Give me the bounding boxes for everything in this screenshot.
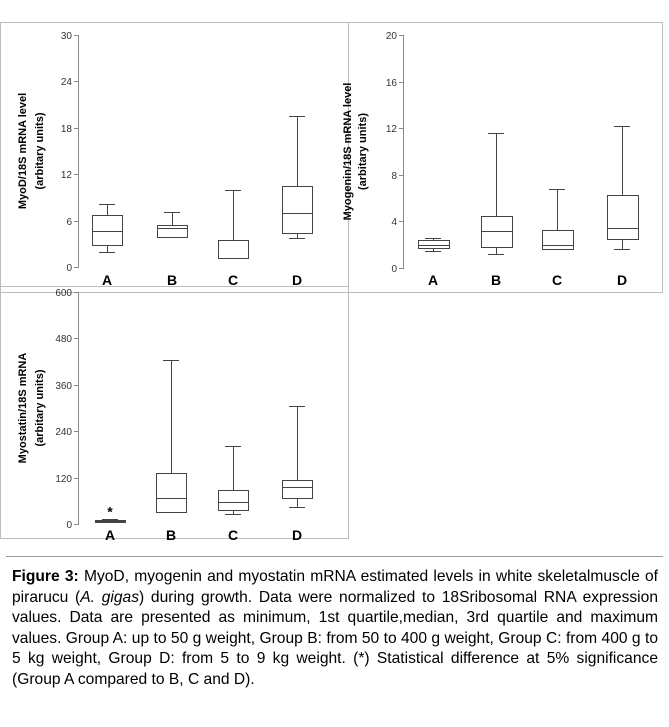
- y-axis-label: Myostatin/18S mRNA: [17, 353, 29, 464]
- y-tick-label: 120: [55, 474, 72, 485]
- y-axis-label: (arbitary units): [357, 113, 369, 190]
- category-label: B: [166, 527, 176, 543]
- caption-text-2: ) during growth. Data were normalized to…: [12, 588, 658, 688]
- y-tick-label: 240: [55, 427, 72, 438]
- category-label: B: [491, 272, 501, 288]
- category-label: A: [105, 527, 115, 543]
- category-label: C: [552, 272, 562, 288]
- y-tick-label: 16: [386, 78, 398, 89]
- y-tick-label: 0: [66, 263, 72, 274]
- y-axis-label: (arbitary units): [34, 369, 46, 446]
- box-A: [95, 519, 126, 523]
- category-label: D: [617, 272, 627, 288]
- iqr-box: [92, 215, 123, 246]
- iqr-box: [156, 473, 187, 513]
- box-A: [92, 204, 123, 253]
- y-tick-label: 24: [61, 77, 73, 88]
- figure-caption: Figure 3: MyoD, myogenin and myostatin m…: [12, 567, 658, 691]
- category-label: C: [228, 272, 238, 288]
- category-label: C: [228, 527, 238, 543]
- y-tick-label: 480: [55, 334, 72, 345]
- y-tick-label: 12: [61, 170, 73, 181]
- box-C: [218, 446, 249, 515]
- caption-text-1: MyoD, myogenin and myostatin mRNA estima…: [12, 568, 658, 606]
- box-C: [542, 189, 574, 250]
- box-D: [607, 126, 639, 250]
- category-label: D: [292, 527, 302, 543]
- box-A: [418, 238, 450, 252]
- y-tick-label: 8: [391, 171, 397, 182]
- y-tick-label: 0: [391, 264, 397, 275]
- iqr-box: [282, 186, 313, 234]
- y-tick-label: 12: [386, 124, 398, 135]
- category-label: D: [292, 272, 302, 288]
- y-axis-label: MyoD/18S mRNA level: [17, 93, 29, 209]
- boxplot-panel-2: 0 4 8 12 16 20 Myogenin/18S mRNA level (arbitar…: [342, 22, 663, 293]
- iqr-box: [218, 240, 249, 259]
- y-tick-label: 30: [61, 31, 73, 42]
- iqr-box: [282, 480, 313, 499]
- category-label: B: [167, 272, 177, 288]
- iqr-box: [218, 490, 249, 511]
- y-tick-label: 600: [55, 288, 72, 299]
- caption-divider: [6, 556, 663, 557]
- y-tick-label: 6: [66, 217, 72, 228]
- box-D: [282, 116, 313, 239]
- box-D: [282, 406, 313, 508]
- y-tick-label: 360: [55, 381, 72, 392]
- y-tick-label: 20: [386, 31, 398, 42]
- category-label: A: [428, 272, 438, 288]
- iqr-box: [418, 240, 450, 249]
- y-tick-label: 4: [391, 217, 397, 228]
- significance-marker: *: [107, 503, 113, 519]
- box-B: [157, 212, 188, 238]
- figure-charts: 0 6 12 18 24 30 MyoD/18S mRNA level (arbitary u…: [0, 22, 663, 543]
- caption-label: Figure 3:: [12, 568, 79, 585]
- panel-frame: [348, 22, 663, 293]
- y-axis-label: Myogenin/18S mRNA level: [342, 83, 354, 221]
- boxplot-panel-1: 0 6 12 18 24 30 MyoD/18S mRNA level (arbitary u…: [0, 22, 349, 293]
- panel-frame: [0, 22, 349, 293]
- iqr-box: [607, 195, 639, 240]
- y-tick-label: 18: [61, 124, 73, 135]
- box-B: [481, 133, 513, 255]
- caption-species: A. gigas: [80, 588, 139, 606]
- iqr-box: [542, 230, 574, 250]
- iqr-box: [157, 225, 188, 238]
- boxplot-panel-3: 0 120 240 360 480 600 Myostatin/18S mRNA (arbit…: [0, 286, 349, 543]
- y-axis-label: (arbitary units): [34, 112, 46, 189]
- panel-frame: [0, 286, 349, 539]
- box-C: [218, 190, 249, 259]
- category-label: A: [102, 272, 112, 288]
- y-tick-label: 0: [66, 520, 72, 531]
- box-B: [156, 360, 187, 513]
